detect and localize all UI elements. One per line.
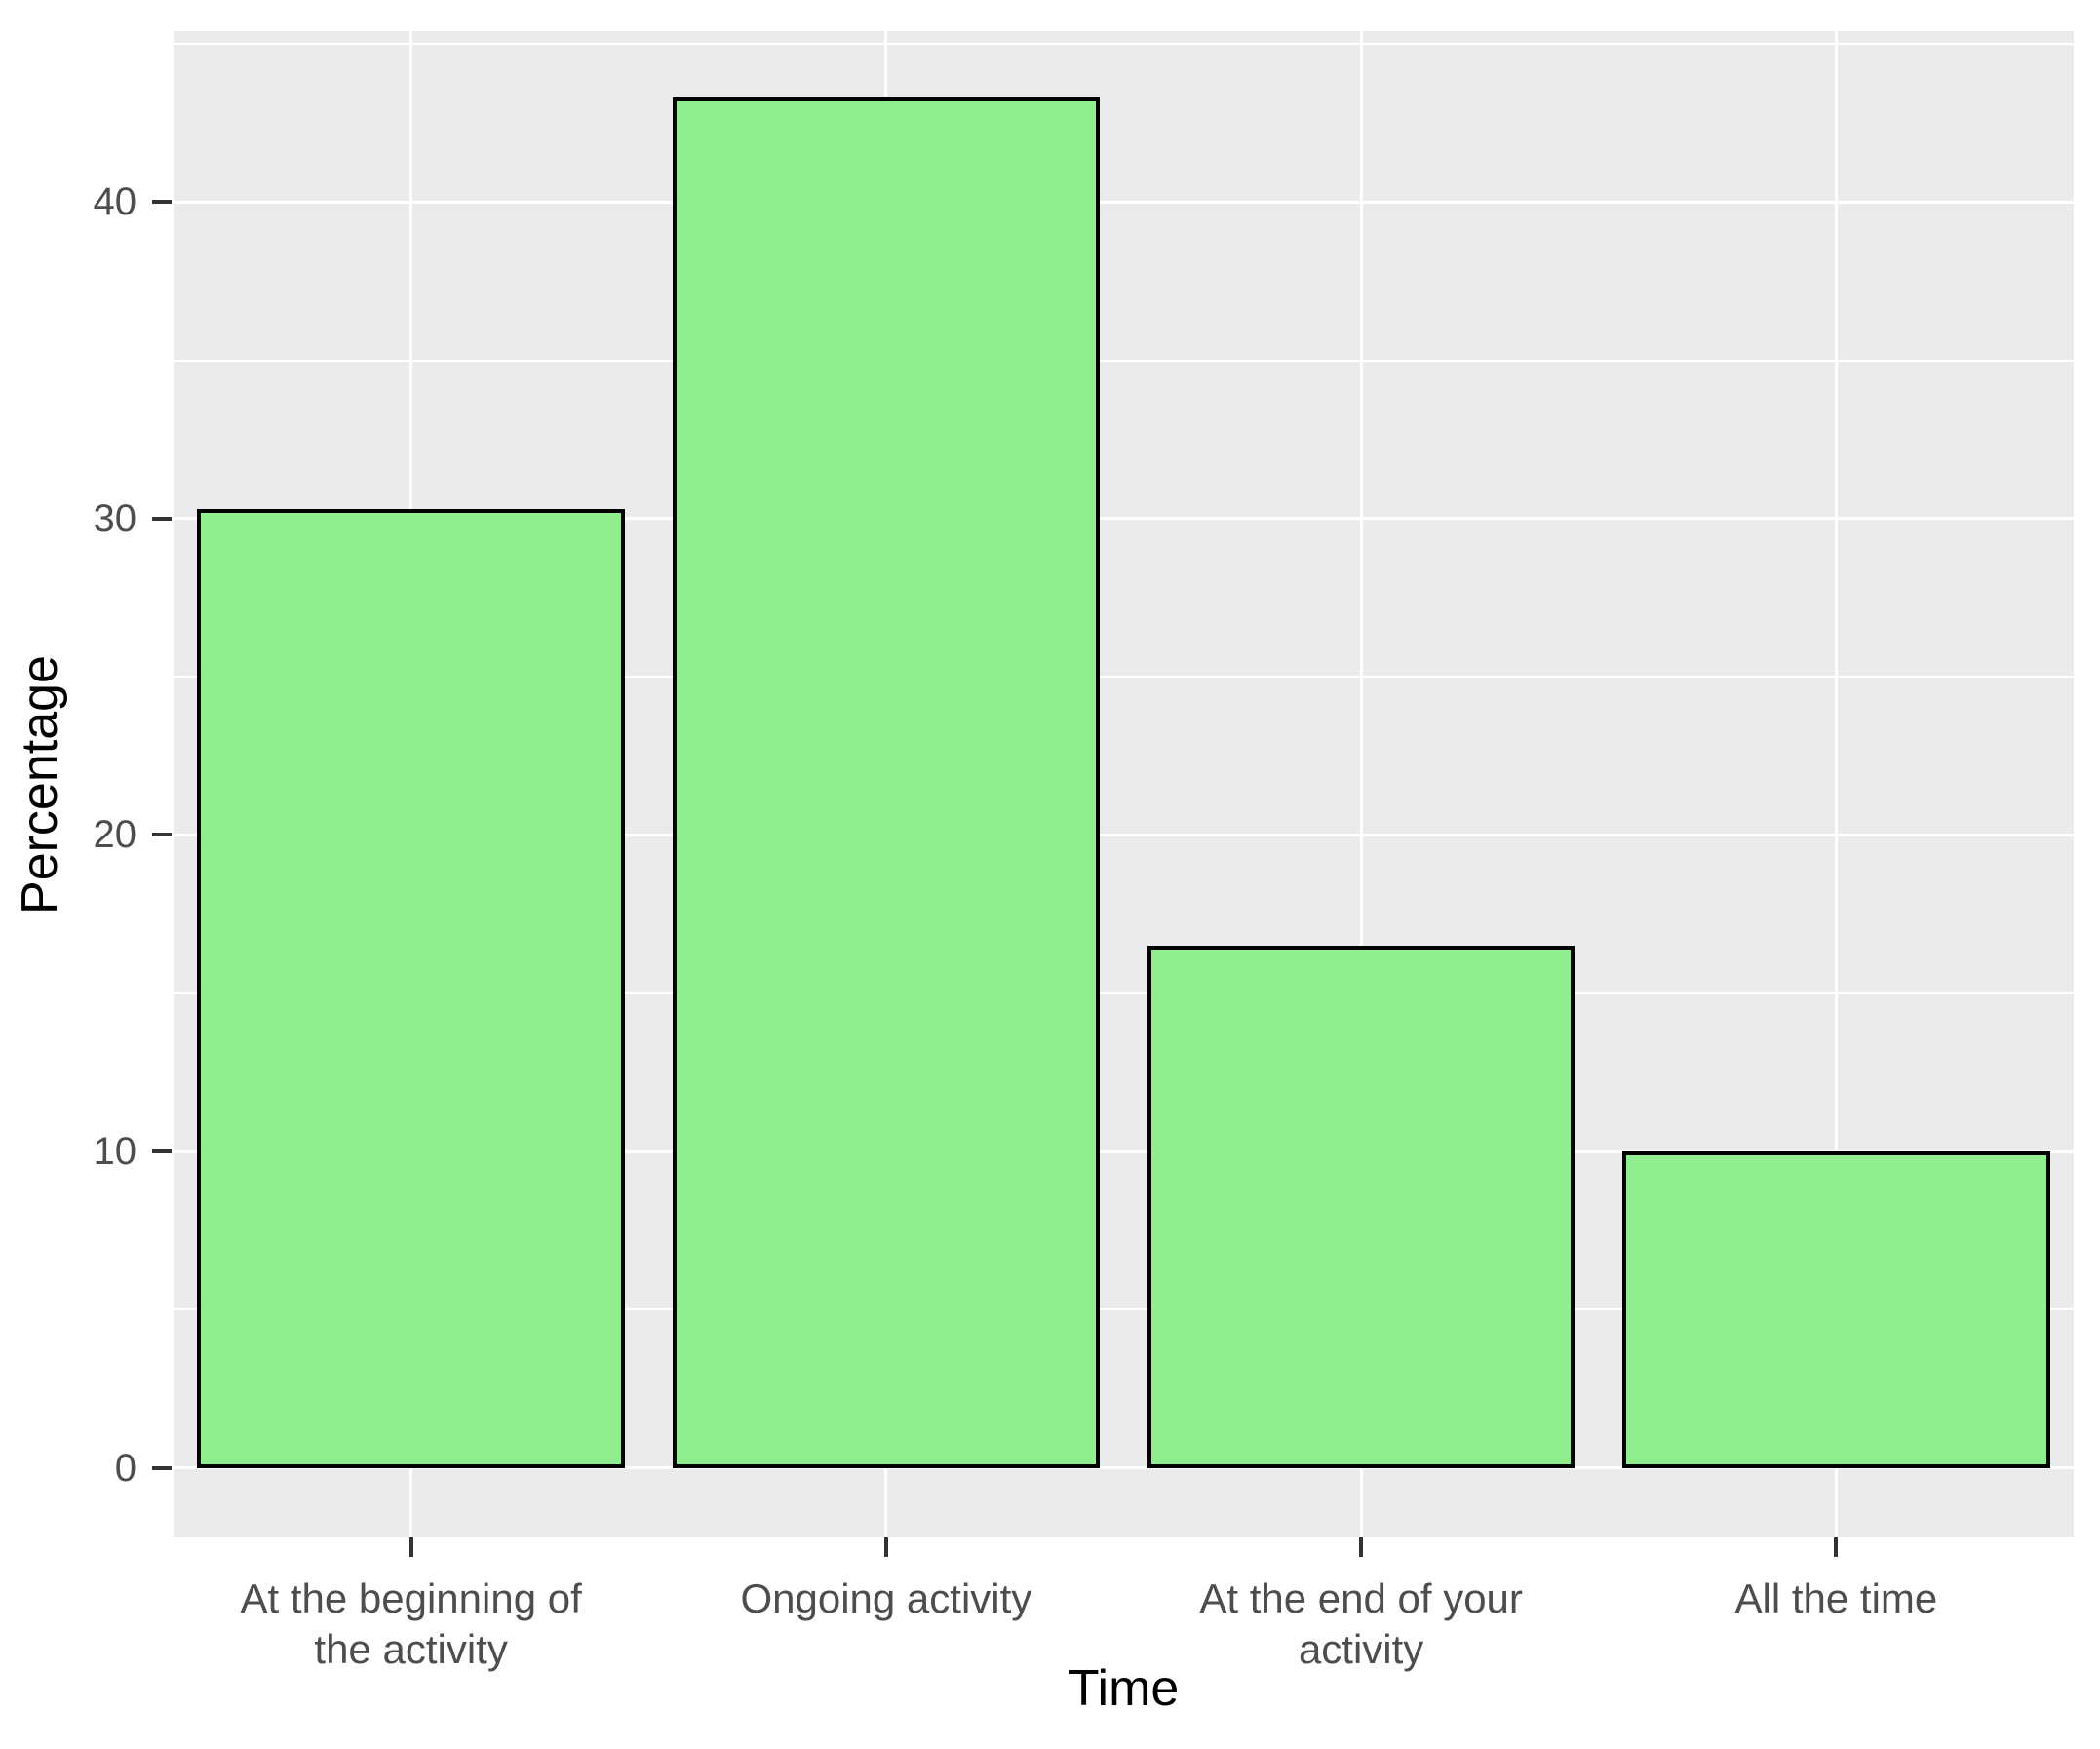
- y-tick: [152, 833, 172, 837]
- bar: [197, 509, 625, 1468]
- x-tick-label: At the end of your activity: [1199, 1575, 1523, 1672]
- y-tick-label: 10: [93, 1130, 137, 1173]
- x-tick-label: At the beginning of the activity: [240, 1575, 582, 1672]
- gridline-y-major: [174, 517, 2074, 521]
- gridline-y-minor: [174, 1308, 2074, 1311]
- y-tick: [152, 200, 172, 205]
- y-tick-label: 30: [93, 496, 137, 540]
- y-tick: [152, 1465, 172, 1470]
- bar: [672, 97, 1101, 1468]
- gridline-y-minor: [174, 359, 2074, 362]
- x-axis-title: Time: [1068, 1660, 1180, 1717]
- bar: [1147, 946, 1575, 1468]
- y-tick: [152, 516, 172, 521]
- x-tick-label: Ongoing activity: [740, 1575, 1032, 1621]
- gridline-y-major: [174, 1149, 2074, 1153]
- gridline-y-minor: [174, 676, 2074, 679]
- x-tick: [883, 1537, 888, 1557]
- x-tick: [1359, 1537, 1364, 1557]
- plot-panel: [174, 31, 2074, 1537]
- bar: [1622, 1151, 2050, 1468]
- gridline-y-major: [174, 833, 2074, 836]
- x-tick-label: All the time: [1734, 1575, 1938, 1621]
- y-tick-label: 40: [93, 180, 137, 224]
- y-tick: [152, 1149, 172, 1153]
- y-tick-label: 20: [93, 813, 137, 857]
- x-tick: [408, 1537, 413, 1557]
- y-axis-title: Percentage: [12, 654, 68, 914]
- gridline-x-major: [1359, 31, 1363, 1537]
- gridline-y-minor: [174, 991, 2074, 994]
- y-tick-label: 0: [114, 1446, 136, 1490]
- gridline-y-major: [174, 1466, 2074, 1470]
- y-axis-title-wrap: Percentage: [6, 31, 74, 1537]
- gridline-y-major: [174, 200, 2074, 204]
- x-tick: [1834, 1537, 1839, 1557]
- gridline-x-major: [1834, 31, 1838, 1537]
- gridline-y-minor: [174, 42, 2074, 45]
